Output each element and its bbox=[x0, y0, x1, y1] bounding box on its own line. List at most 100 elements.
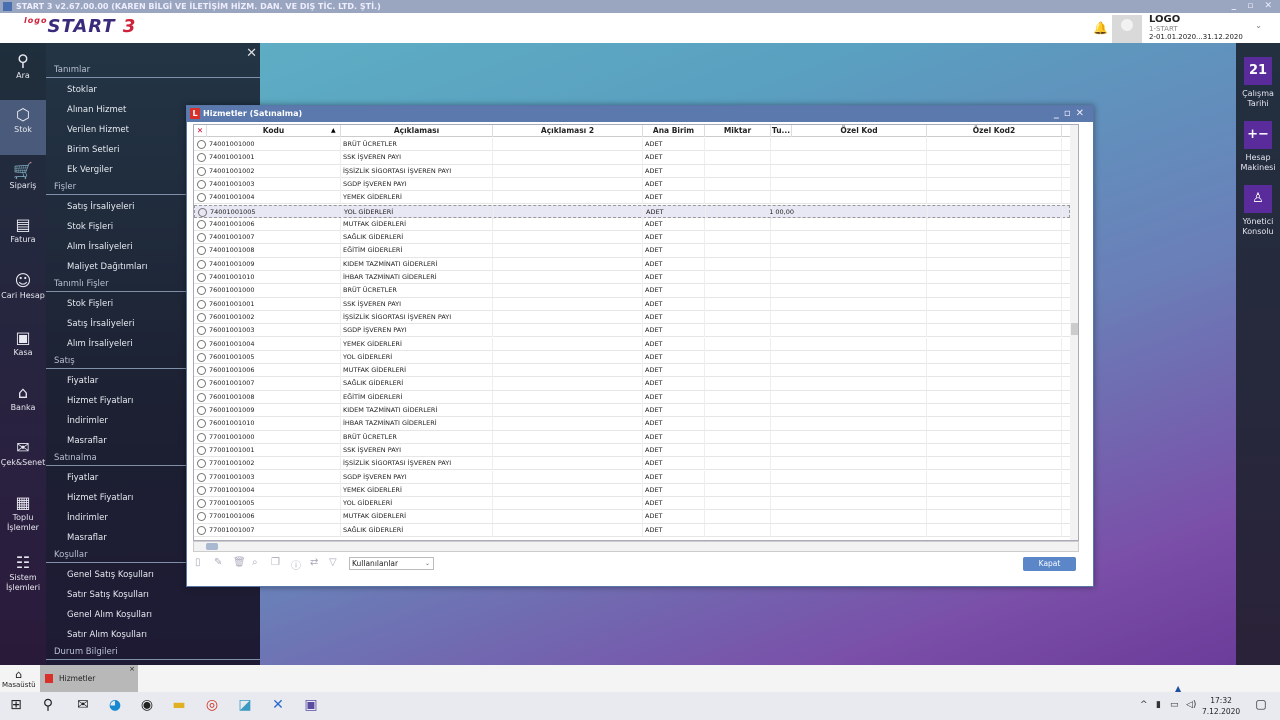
menu-item[interactable]: Stoklar bbox=[67, 85, 97, 95]
table-row[interactable]: 77001001003 SGDP İŞVEREN PAYI ADET bbox=[194, 470, 1070, 484]
row-radio[interactable] bbox=[197, 419, 206, 429]
menu-item[interactable]: Alınan Hizmet bbox=[67, 105, 127, 115]
menu-item[interactable]: Satır Satış Koşulları bbox=[67, 590, 149, 600]
table-row[interactable]: 77001001004 YEMEK GİDERLERİ ADET bbox=[194, 483, 1070, 498]
window-controls[interactable]: _ ▫ ✕ bbox=[1231, 1, 1276, 11]
menu-item[interactable]: Genel Alım Koşulları bbox=[67, 610, 152, 620]
transfer-icon[interactable]: ⇄ bbox=[310, 557, 319, 568]
sort-ascending-icon[interactable]: ▲ bbox=[331, 127, 336, 134]
table-row[interactable]: 76001001004 YEMEK GİDERLERİ ADET bbox=[194, 337, 1070, 351]
horizontal-scrollbar[interactable] bbox=[193, 541, 1079, 552]
rail-item-9[interactable]: ☷ Sistem İşlemleri bbox=[0, 553, 46, 593]
table-row[interactable]: 74001001002 İŞSİZLİK SİGORTASI İŞVEREN PA… bbox=[194, 164, 1070, 178]
filter-select[interactable]: Kullanılanlar ⌄ bbox=[349, 557, 434, 570]
row-radio[interactable] bbox=[197, 392, 206, 402]
logo-start-icon[interactable]: ▣ bbox=[304, 697, 318, 713]
row-radio[interactable] bbox=[197, 153, 206, 163]
delete-icon[interactable]: 🗑 bbox=[233, 557, 246, 568]
menu-item[interactable]: Stok Fişleri bbox=[67, 299, 114, 309]
right-rail-item-1[interactable]: +− Hesap Makinesi bbox=[1236, 121, 1280, 173]
table-row[interactable]: 76001001009 KIDEM TAZMİNATI GİDERLERİ ADET bbox=[194, 404, 1070, 418]
network-icon[interactable]: ▭ bbox=[1170, 700, 1179, 710]
rail-item-6[interactable]: ⌂ Banka bbox=[0, 383, 46, 413]
close-button[interactable]: Kapat bbox=[1023, 557, 1076, 571]
chevron-up-icon[interactable]: ^ bbox=[1140, 700, 1148, 710]
vertical-scrollbar[interactable] bbox=[1070, 125, 1078, 540]
row-radio[interactable] bbox=[197, 525, 206, 535]
logo-x-icon[interactable]: ✕ bbox=[272, 697, 284, 713]
row-radio[interactable] bbox=[197, 273, 206, 282]
table-row[interactable]: 77001001007 SAĞLIK GİDERLERİ ADET bbox=[194, 523, 1070, 537]
clock[interactable]: 17:32 7.12.2020 bbox=[1202, 695, 1240, 717]
view-icon[interactable]: ⌕ bbox=[252, 557, 258, 568]
notepad-icon[interactable]: ◪ bbox=[238, 697, 252, 713]
copy-icon[interactable]: ❐ bbox=[271, 557, 280, 568]
window-tab[interactable]: Hizmetler (Satınalma× bbox=[40, 665, 138, 710]
rail-item-3[interactable]: ▤ Fatura bbox=[0, 215, 46, 245]
row-radio[interactable] bbox=[197, 432, 206, 442]
rail-item-0[interactable]: ⚲ Ara bbox=[0, 51, 46, 81]
table-row[interactable]: 74001001005 YOL GİDERLERİ ADET 1 00,00 bbox=[194, 204, 1070, 219]
avatar[interactable] bbox=[1112, 15, 1142, 43]
rail-item-2[interactable]: 🛒 Sipariş bbox=[0, 161, 46, 191]
menu-item[interactable]: Alım İrsaliyeleri bbox=[67, 242, 133, 252]
clear-filter-icon[interactable]: ✕ bbox=[194, 125, 207, 137]
table-row[interactable]: 74001001007 SAĞLIK GİDERLERİ ADET bbox=[194, 231, 1070, 245]
window-controls[interactable]: _▫✕ bbox=[1053, 108, 1089, 119]
column-header[interactable]: Açıklaması bbox=[341, 125, 493, 137]
edit-icon[interactable]: ✎ bbox=[214, 557, 223, 568]
row-radio[interactable] bbox=[197, 299, 206, 309]
table-row[interactable]: 74001001003 SGDP İŞVEREN PAYI ADET bbox=[194, 177, 1070, 192]
table-row[interactable]: 76001001010 İHBAR TAZMİNATI GİDERLERİ ADET bbox=[194, 417, 1070, 431]
menu-item[interactable]: Verilen Hizmet bbox=[67, 125, 129, 135]
menu-item[interactable]: Hizmet Fiyatları bbox=[67, 493, 134, 503]
obs-icon[interactable]: ◉ bbox=[140, 697, 154, 713]
table-row[interactable]: 77001001001 SSK İŞVEREN PAYI ADET bbox=[194, 443, 1070, 458]
menu-item[interactable]: Hizmet Fiyatları bbox=[67, 396, 134, 406]
table-row[interactable]: 77001001002 İŞSİZLİK SİGORTASI İŞVEREN PA… bbox=[194, 457, 1070, 471]
row-radio[interactable] bbox=[197, 472, 206, 482]
row-radio[interactable] bbox=[197, 499, 206, 509]
row-radio[interactable] bbox=[197, 140, 206, 149]
row-radio[interactable] bbox=[197, 179, 206, 189]
row-radio[interactable] bbox=[197, 326, 206, 336]
row-radio[interactable] bbox=[197, 219, 206, 229]
right-rail-item-2[interactable]: ♙ Yönetici Konsolu bbox=[1236, 185, 1280, 237]
menu-item[interactable]: Alım İrsaliyeleri bbox=[67, 339, 133, 349]
row-radio[interactable] bbox=[198, 207, 207, 217]
close-icon[interactable]: ✕ bbox=[246, 46, 257, 61]
filter-icon[interactable]: ▽ bbox=[329, 557, 337, 568]
rail-item-4[interactable]: ☺ Cari Hesap bbox=[0, 271, 46, 301]
table-row[interactable]: 76001001000 BRÜT ÜCRETLER ADET bbox=[194, 284, 1070, 298]
table-row[interactable]: 76001001006 MUTFAK GİDERLERİ ADET bbox=[194, 364, 1070, 378]
menu-item[interactable]: Satış İrsaliyeleri bbox=[67, 319, 135, 329]
row-radio[interactable] bbox=[197, 233, 206, 243]
scroll-thumb[interactable] bbox=[206, 543, 218, 550]
column-header[interactable]: Özel Kod bbox=[792, 125, 927, 137]
rail-item-5[interactable]: ▣ Kasa bbox=[0, 328, 46, 358]
user-info[interactable]: LOGO 1-START 2-01.01.2020...31.12.2020 bbox=[1149, 14, 1243, 41]
windows-start-icon[interactable]: ⊞ bbox=[10, 697, 22, 713]
table-row[interactable]: 74001001000 BRÜT ÜCRETLER ADET bbox=[194, 138, 1070, 152]
triangle-up-icon[interactable]: ▲ bbox=[1175, 684, 1182, 693]
chrome-icon[interactable]: ◎ bbox=[205, 697, 219, 713]
table-row[interactable]: 74001001008 EĞİTİM GİDERLERİ ADET bbox=[194, 244, 1070, 258]
table-row[interactable]: 74001001001 SSK İŞVEREN PAYI ADET bbox=[194, 151, 1070, 165]
row-radio[interactable] bbox=[197, 366, 206, 376]
row-radio[interactable] bbox=[197, 166, 206, 176]
table-row[interactable]: 76001001008 EĞİTİM GİDERLERİ ADET bbox=[194, 390, 1070, 404]
volume-icon[interactable]: ◁) bbox=[1186, 700, 1197, 710]
menu-item[interactable]: Stok Fişleri bbox=[67, 222, 114, 232]
table-row[interactable]: 77001001006 MUTFAK GİDERLERİ ADET bbox=[194, 510, 1070, 524]
menu-item[interactable]: Fiyatlar bbox=[67, 473, 99, 483]
menu-item[interactable]: Masraflar bbox=[67, 436, 107, 446]
row-radio[interactable] bbox=[197, 406, 206, 415]
folder-icon[interactable]: ▬ bbox=[172, 697, 186, 713]
close-icon[interactable]: × bbox=[129, 665, 135, 673]
mail-icon[interactable]: ✉ bbox=[77, 697, 89, 713]
mic-icon[interactable]: ▮ bbox=[1156, 700, 1161, 710]
row-radio[interactable] bbox=[197, 445, 206, 455]
menu-item[interactable]: Maliyet Dağıtımları bbox=[67, 262, 148, 272]
bell-icon[interactable]: 🔔 bbox=[1093, 21, 1108, 35]
scroll-thumb[interactable] bbox=[1071, 323, 1078, 335]
